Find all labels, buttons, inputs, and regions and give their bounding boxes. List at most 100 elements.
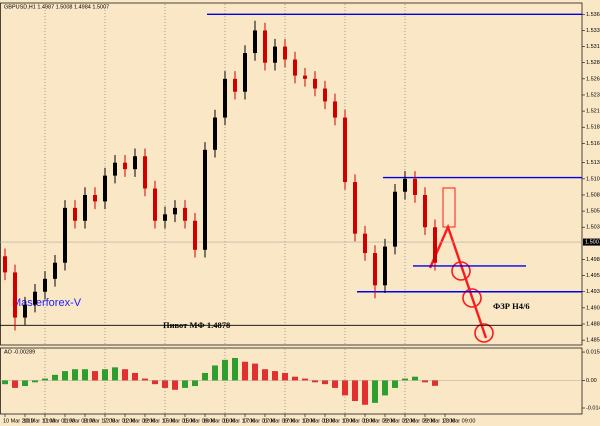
y-tick-label: 1.5105	[586, 176, 600, 182]
y-tick-label: 1.5055	[586, 209, 600, 215]
ao-bar	[342, 380, 348, 396]
candle-body	[23, 304, 27, 318]
ao-bar	[92, 371, 98, 381]
y-tick-label: 1.4930	[586, 289, 600, 295]
ao-bar	[192, 380, 198, 387]
annotation: Masterforex-V	[12, 297, 82, 309]
ao-bar	[52, 374, 58, 381]
target-circle	[474, 323, 494, 343]
x-tick-label: 12 Mar 01:00	[103, 418, 135, 424]
candle-body	[413, 178, 417, 195]
y-tick-label: 0.00	[586, 378, 597, 384]
candle-body	[313, 78, 317, 89]
candle-body	[103, 175, 107, 202]
ao-bar	[422, 380, 428, 383]
main-frame	[0, 2, 583, 346]
y-tick-label: 1.5335	[586, 28, 600, 34]
candle-body	[53, 262, 57, 279]
candle-body	[303, 75, 307, 79]
x-tick-label: 17 Mar 09:00	[263, 418, 295, 424]
y-tick-label: 1.4880	[586, 321, 600, 327]
x-tick-label: 22 Mar 17:00	[423, 418, 455, 424]
candle-body	[123, 162, 127, 170]
ao-bar	[262, 369, 268, 381]
ao-bar	[252, 363, 258, 381]
annotation: ФЗР H4/6	[493, 301, 530, 311]
ao-bar	[282, 372, 288, 381]
candle-body	[233, 78, 237, 92]
y-tick-label: 1.5210	[586, 109, 600, 115]
x-tick-label: 11 Mar 09:00	[63, 418, 95, 424]
ao-bar	[302, 378, 308, 381]
candle-body	[213, 117, 217, 150]
candle-body	[143, 156, 147, 189]
x-tick-label: 17 Mar 17:00	[283, 418, 315, 424]
ao-bar	[272, 371, 278, 381]
ao-bar	[182, 380, 188, 388]
y-tick-label: 1.5185	[586, 125, 600, 131]
last-price-box	[583, 238, 600, 246]
ao-bar	[332, 380, 338, 388]
ao-bar	[402, 378, 408, 381]
y-tick-label: 1.5360	[586, 12, 600, 18]
x-tick-label: 10 Mar 2010	[3, 418, 34, 424]
ao-bar	[32, 380, 38, 383]
ao-bar	[42, 378, 48, 381]
y-tick-label: 1.4905	[586, 305, 600, 311]
candle-body	[343, 117, 347, 183]
ao-bar	[292, 376, 298, 381]
ao-bar	[22, 380, 28, 387]
ao-bar	[72, 369, 78, 381]
candle-body	[293, 59, 297, 76]
y-tick-label: -0.01473	[586, 405, 600, 411]
y-tick-label: 1.5235	[586, 92, 600, 98]
ao-bar	[2, 380, 8, 385]
ao-bar	[392, 380, 398, 388]
target-circle	[451, 261, 471, 281]
ao-bar	[112, 367, 118, 381]
ao-bar	[232, 357, 238, 381]
ao-bar	[142, 378, 148, 381]
candle-body	[193, 220, 197, 250]
candle-body	[353, 182, 357, 234]
candle-body	[423, 194, 427, 228]
candle-body	[113, 162, 117, 176]
chart-title: GBPUSD,H1 1.4987 1.5008 1.4984 1.5007	[4, 4, 109, 10]
y-tick-label: 1.5310	[586, 44, 600, 50]
candle-body	[433, 227, 437, 263]
candle-body	[153, 188, 157, 221]
ao-bar	[152, 380, 158, 385]
candle-body	[93, 194, 97, 202]
ao-bar	[102, 369, 108, 381]
x-tick-label: 18 Mar 01:00	[303, 418, 335, 424]
candle-body	[383, 246, 387, 286]
y-tick-label: 1.4980	[586, 257, 600, 263]
ao-bar	[62, 371, 68, 381]
x-tick-label: 23 Mar 09:00	[443, 418, 475, 424]
x-tick-label: 12 Mar 09:00	[123, 418, 155, 424]
candle-body	[273, 46, 277, 63]
x-tick-label: 15 Mar 09:00	[183, 418, 215, 424]
candle-body	[203, 149, 207, 250]
ao-bar	[352, 380, 358, 402]
candle-body	[83, 194, 87, 221]
target-circle	[462, 288, 482, 308]
x-tick-label: 22 Mar 09:00	[403, 418, 435, 424]
ao-bar	[412, 376, 418, 381]
candle-body	[13, 272, 17, 318]
x-tick-label: 15 Mar 01:00	[163, 418, 195, 424]
ao-bar	[432, 380, 438, 386]
ao-bar	[162, 380, 168, 388]
candle-body	[63, 207, 67, 263]
y-tick-label: 1.5260	[586, 76, 600, 82]
ao-bar	[212, 365, 218, 381]
candle-body	[3, 256, 7, 273]
ao-bar	[132, 372, 138, 381]
y-tick-label: 1.5285	[586, 60, 600, 66]
candle-body	[403, 178, 407, 192]
ao-bar	[382, 380, 388, 396]
candle-body	[363, 233, 367, 254]
ao-bar	[82, 369, 88, 381]
candle-body	[253, 30, 257, 54]
